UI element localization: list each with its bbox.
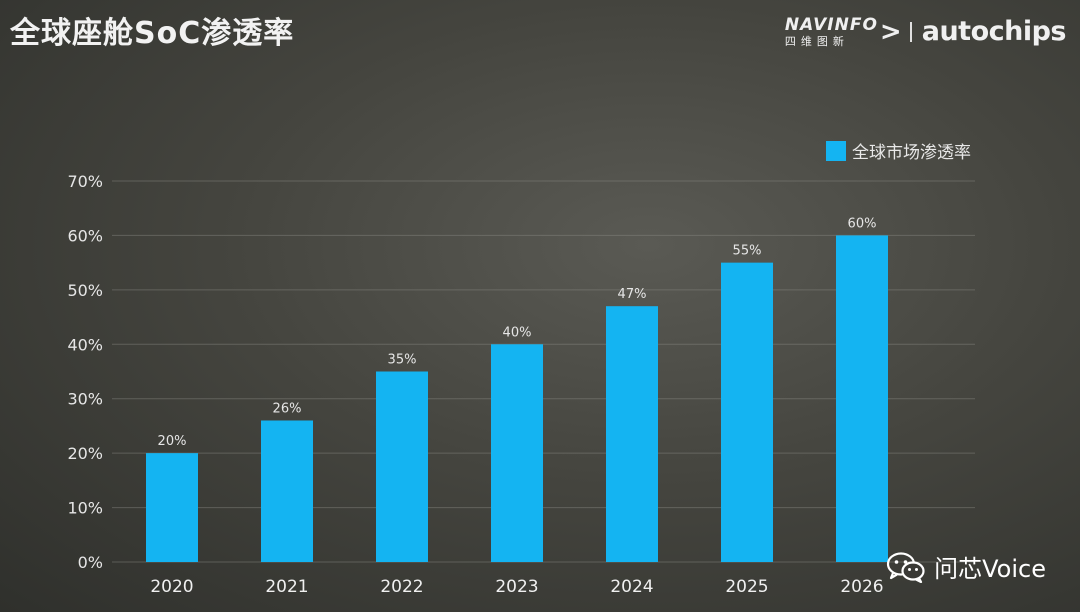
legend-swatch: [826, 140, 846, 161]
bar-2022: [376, 371, 428, 562]
bar-value-label: 40%: [503, 325, 532, 340]
y-tick-label: 10%: [67, 499, 103, 518]
page-title: 全球座舱SoC渗透率: [10, 16, 295, 51]
bar-2020: [146, 453, 198, 562]
bar-2024: [606, 306, 658, 562]
x-tick-label: 2023: [495, 577, 538, 597]
y-axis-ticks: 0% 10% 20% 30% 40% 50% 60% 70%: [67, 172, 103, 572]
bar-value-labels: 20% 26% 35% 40% 47% 55% 60%: [158, 216, 877, 449]
y-tick-label: 60%: [67, 226, 103, 245]
navinfo-logo-cn-text: 四维图新: [784, 34, 849, 48]
x-axis-categories: 2020 2021 2022 2023 2024 2025 2026: [150, 577, 883, 597]
x-tick-label: 2026: [840, 577, 883, 597]
watermark-text: 问芯Voice: [934, 555, 1046, 583]
y-tick-label: 30%: [67, 390, 103, 409]
navinfo-logo: NAVINFO 四维图新: [784, 14, 878, 48]
autochips-logo: autochips: [921, 16, 1067, 47]
bar-value-label: 47%: [618, 287, 647, 302]
logo-group: NAVINFO 四维图新 > autochips: [784, 14, 1067, 48]
bar-2023: [491, 344, 543, 562]
y-tick-label: 50%: [67, 281, 103, 300]
y-tick-label: 70%: [67, 172, 103, 191]
gridlines: [112, 180, 975, 563]
bar-value-label: 26%: [273, 401, 302, 416]
bar-2026: [836, 235, 888, 562]
x-tick-label: 2021: [265, 577, 308, 597]
bars: [146, 235, 888, 562]
x-tick-label: 2024: [610, 577, 653, 597]
navinfo-logo-text: NAVINFO: [784, 14, 878, 35]
legend-label: 全球市场渗透率: [852, 143, 971, 163]
bar-value-label: 35%: [388, 353, 417, 368]
y-tick-label: 20%: [67, 444, 103, 463]
y-tick-label: 0%: [78, 553, 103, 572]
x-tick-label: 2020: [150, 577, 193, 597]
wechat-icon: [887, 551, 925, 583]
watermark: 问芯Voice: [886, 549, 1046, 584]
bar-2025: [721, 262, 773, 562]
x-tick-label: 2025: [725, 577, 768, 597]
bar-value-label: 20%: [158, 434, 187, 449]
y-tick-label: 40%: [67, 335, 103, 354]
bar-value-label: 60%: [848, 216, 877, 231]
bar-2021: [261, 420, 313, 562]
navinfo-arrow-icon: >: [879, 16, 902, 47]
bar-value-label: 55%: [733, 244, 762, 259]
chart-legend: 全球市场渗透率: [826, 138, 971, 163]
logo-divider: [909, 21, 912, 42]
x-tick-label: 2022: [380, 577, 423, 597]
